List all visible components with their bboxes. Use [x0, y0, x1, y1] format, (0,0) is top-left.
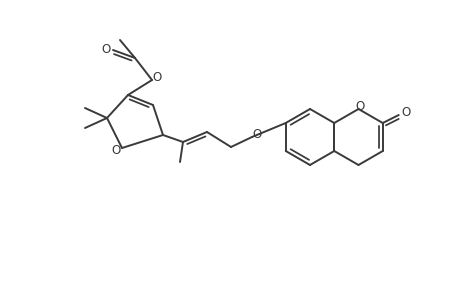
Text: O: O [400, 106, 409, 118]
Text: O: O [111, 143, 120, 157]
Text: O: O [252, 128, 261, 140]
Text: O: O [355, 100, 364, 112]
Text: O: O [101, 43, 110, 56]
Text: O: O [152, 70, 161, 83]
